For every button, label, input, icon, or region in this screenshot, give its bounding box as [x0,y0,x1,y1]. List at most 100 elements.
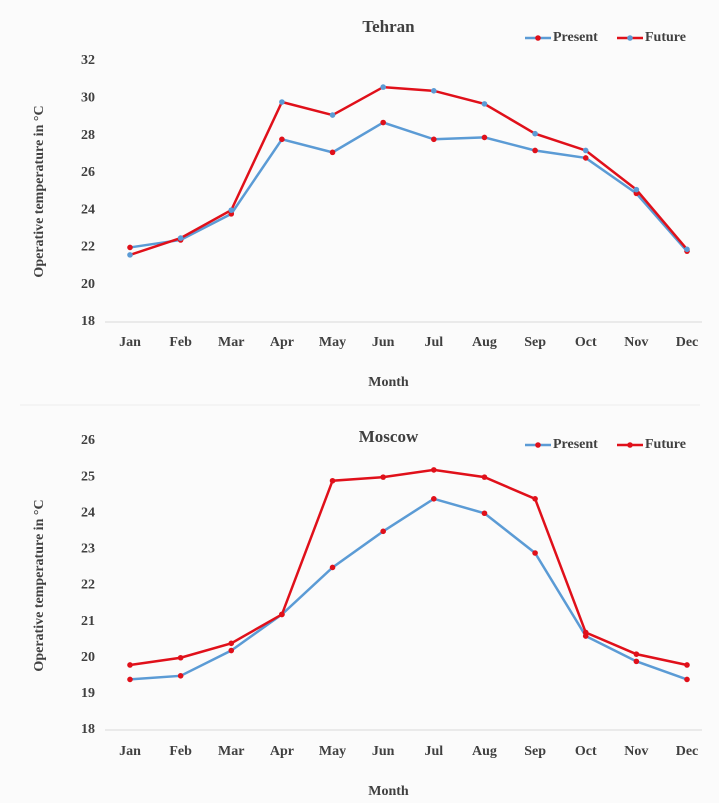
y-tick-label: 22 [81,578,95,593]
x-tick-label: Mar [218,744,244,759]
data-point [481,101,488,107]
legend-label: Future [645,30,686,45]
data-point [127,244,133,251]
data-point [481,134,488,141]
y-tick-label: 24 [81,505,95,520]
data-point [481,474,488,480]
legend-marker [627,35,633,41]
data-point [279,99,285,105]
data-point [329,564,336,571]
y-tick-label: 20 [81,277,95,292]
y-tick-label: 19 [81,686,95,701]
data-point [177,654,184,661]
y-tick-label: 20 [81,650,95,665]
data-point [684,662,690,668]
data-point [177,235,184,241]
data-point [431,496,437,502]
legend-label: Future [645,437,686,452]
x-tick-label: Oct [575,335,597,350]
data-point [431,467,437,473]
data-point [481,510,488,517]
data-point [329,112,336,118]
data-point [532,130,538,137]
x-axis-label: Month [368,784,409,799]
data-point [633,658,640,665]
chart-title: Moscow [359,427,419,446]
data-point [532,496,538,502]
y-axis-label: Operative temperature in °C [32,499,47,671]
legend-marker [535,35,541,41]
data-point [228,647,235,654]
x-tick-label: Jul [424,335,443,350]
data-point [127,252,133,258]
data-point [684,246,690,253]
x-tick-label: Jun [372,335,395,350]
x-tick-label: Jan [119,335,141,350]
x-tick-label: Sep [524,335,546,350]
chart-title: Tehran [362,17,415,36]
y-tick-label: 30 [81,91,95,106]
data-point [380,528,386,535]
data-point [532,550,538,556]
legend-label: Present [553,30,598,45]
data-point [633,651,640,657]
data-point [582,629,589,636]
x-tick-label: Mar [218,335,244,350]
legend-label: Present [553,437,598,452]
y-tick-label: 25 [81,469,95,484]
data-point [380,119,386,126]
x-tick-label: Nov [624,744,648,759]
data-point [279,136,285,143]
data-point [582,147,589,154]
x-axis-label: Month [368,375,409,390]
data-point [228,640,235,647]
x-tick-label: Feb [169,744,192,759]
y-tick-label: 24 [81,202,95,217]
y-tick-label: 28 [81,128,95,143]
x-tick-label: Sep [524,744,546,759]
data-point [633,186,640,193]
x-tick-label: Apr [270,335,294,350]
x-tick-label: May [319,744,346,759]
data-point [127,676,133,683]
data-point [380,474,386,480]
data-point [127,662,133,668]
x-tick-label: Jun [372,744,395,759]
y-tick-label: 23 [81,542,95,557]
data-point [532,147,538,154]
x-tick-label: Nov [624,335,648,350]
series-line [129,121,688,252]
y-tick-label: 18 [81,722,95,737]
y-tick-label: 18 [81,314,95,329]
x-tick-label: Aug [472,744,497,759]
y-tick-label: 21 [81,614,95,629]
x-tick-label: Oct [575,744,597,759]
legend-marker [535,442,541,448]
x-tick-label: Feb [169,335,192,350]
y-axis-label: Operative temperature in °C [32,105,47,277]
series-line [129,497,688,681]
data-point [228,207,235,213]
data-point [431,136,437,143]
x-tick-label: Aug [472,335,497,350]
x-tick-label: May [319,335,346,350]
data-point [279,611,285,618]
y-tick-label: 26 [81,165,95,180]
x-tick-label: Jul [424,744,443,759]
x-tick-label: Dec [676,335,699,350]
x-tick-label: Dec [676,744,699,759]
y-tick-label: 32 [81,53,95,68]
legend-marker [627,442,633,448]
data-point [380,84,386,90]
data-point [582,155,589,161]
series-line [129,468,688,667]
data-point [431,88,437,94]
data-point [177,673,184,679]
data-point [329,477,336,484]
series-line [129,85,688,257]
y-tick-label: 22 [81,240,95,255]
x-tick-label: Apr [270,744,294,759]
x-tick-label: Jan [119,744,141,759]
